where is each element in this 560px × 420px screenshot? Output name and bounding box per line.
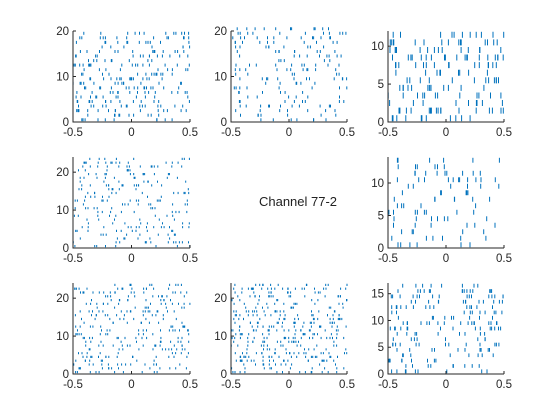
y-tick-label: 10 (56, 331, 69, 343)
y-tick-label: 10 (214, 331, 227, 343)
y-tick-label: 10 (371, 315, 384, 327)
x-tick-label: 0 (443, 379, 449, 391)
y-tick-label: 5 (378, 342, 384, 354)
axis-lines (72, 31, 190, 123)
x-tick-label: -0.5 (378, 127, 398, 139)
y-tick-label: 0 (378, 117, 384, 129)
x-tick-label: 0 (128, 379, 134, 391)
x-tick-label: -0.5 (63, 253, 83, 265)
y-tick-label: 10 (56, 205, 69, 217)
spike-raster (387, 31, 505, 122)
x-tick-label: 0 (128, 127, 134, 139)
x-tick-label: -0.5 (378, 379, 398, 391)
y-tick-label: 5 (378, 211, 384, 223)
y-tick-label: 15 (371, 289, 384, 301)
y-tick-label: 10 (56, 72, 69, 84)
x-tick-label: -0.5 (221, 379, 241, 391)
x-tick-label: -0.5 (378, 253, 398, 265)
y-tick-label: 0 (63, 117, 69, 129)
y-tick-label: 0 (221, 117, 227, 129)
axis-lines (387, 157, 504, 249)
x-tick-label: -0.5 (63, 127, 83, 139)
spike-raster (72, 157, 191, 248)
y-tick-label: 10 (214, 72, 227, 84)
y-tick-label: 20 (214, 26, 227, 38)
axis-lines (387, 283, 504, 375)
y-tick-label: 20 (214, 293, 227, 305)
y-tick-label: 0 (63, 369, 69, 381)
x-tick-label: 0.5 (339, 379, 355, 391)
y-tick-label: 10 (371, 178, 384, 190)
y-tick-label: 0 (378, 369, 384, 381)
x-tick-label: 0.5 (182, 127, 198, 139)
spike-raster (388, 283, 504, 374)
y-tick-label: 20 (56, 167, 69, 179)
x-tick-label: 0.5 (496, 127, 512, 139)
x-tick-label: 0.5 (339, 127, 355, 139)
y-tick-label: 0 (63, 243, 69, 255)
x-tick-label: 0 (443, 127, 449, 139)
x-tick-label: 0 (443, 253, 449, 265)
x-tick-label: 0 (286, 127, 292, 139)
spike-raster (230, 283, 348, 374)
x-tick-label: -0.5 (63, 379, 83, 391)
y-tick-label: 10 (371, 41, 384, 53)
y-tick-label: 0 (221, 369, 227, 381)
spike-raster (232, 27, 348, 122)
x-tick-label: 0 (286, 379, 292, 391)
axis-lines (230, 31, 347, 123)
x-tick-label: 0.5 (182, 253, 198, 265)
x-tick-label: -0.5 (221, 127, 241, 139)
axis-lines (387, 31, 504, 123)
y-tick-label: 20 (56, 26, 69, 38)
x-tick-label: 0.5 (496, 253, 512, 265)
channel-label: Channel 77-2 (258, 194, 338, 209)
axis-lines (72, 157, 190, 249)
spike-raster (388, 157, 500, 248)
y-tick-label: 0 (378, 243, 384, 255)
x-tick-label: 0 (128, 253, 134, 265)
spike-raster (72, 283, 191, 374)
x-tick-label: 0.5 (182, 379, 198, 391)
y-tick-label: 5 (378, 79, 384, 91)
spike-raster (72, 31, 191, 122)
axis-lines (72, 283, 190, 375)
y-tick-label: 20 (56, 293, 69, 305)
x-tick-label: 0.5 (496, 379, 512, 391)
